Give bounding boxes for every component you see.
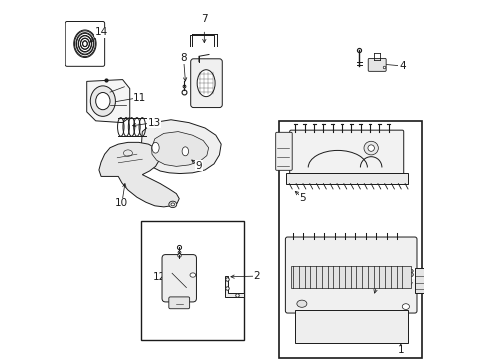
Bar <box>278 121 421 357</box>
Text: 1: 1 <box>397 345 404 355</box>
Bar <box>290 266 410 288</box>
Text: 2: 2 <box>253 271 260 281</box>
Bar <box>414 268 423 293</box>
Text: 12: 12 <box>152 272 165 282</box>
Ellipse shape <box>363 141 378 155</box>
FancyBboxPatch shape <box>168 297 189 309</box>
Ellipse shape <box>367 145 374 151</box>
Text: 6: 6 <box>376 269 383 279</box>
Polygon shape <box>119 146 147 172</box>
Ellipse shape <box>171 203 174 206</box>
Text: 7: 7 <box>201 14 207 24</box>
FancyBboxPatch shape <box>367 58 386 71</box>
Ellipse shape <box>152 142 159 153</box>
FancyBboxPatch shape <box>65 22 104 66</box>
Polygon shape <box>224 276 244 297</box>
Ellipse shape <box>168 201 176 208</box>
FancyBboxPatch shape <box>285 237 416 313</box>
Ellipse shape <box>96 93 110 110</box>
Text: 3: 3 <box>407 269 413 279</box>
Bar <box>294 310 407 343</box>
FancyBboxPatch shape <box>162 255 196 302</box>
Text: 10: 10 <box>115 198 128 208</box>
Text: 11: 11 <box>133 93 146 103</box>
Bar <box>140 221 244 339</box>
Polygon shape <box>141 120 221 174</box>
Polygon shape <box>151 132 208 166</box>
FancyBboxPatch shape <box>275 132 292 170</box>
Polygon shape <box>99 142 179 207</box>
Text: 8: 8 <box>180 53 186 63</box>
Bar <box>285 173 407 184</box>
Text: 5: 5 <box>299 193 305 203</box>
Ellipse shape <box>296 300 306 307</box>
Ellipse shape <box>197 70 215 96</box>
Ellipse shape <box>182 147 188 156</box>
FancyBboxPatch shape <box>289 130 403 174</box>
Polygon shape <box>86 80 129 123</box>
Ellipse shape <box>402 304 408 310</box>
Text: 4: 4 <box>398 61 405 71</box>
Ellipse shape <box>90 86 115 116</box>
Text: 9: 9 <box>195 161 202 171</box>
Text: 14: 14 <box>94 27 107 37</box>
Text: 13: 13 <box>147 118 161 128</box>
Ellipse shape <box>190 273 195 277</box>
FancyBboxPatch shape <box>190 59 222 108</box>
